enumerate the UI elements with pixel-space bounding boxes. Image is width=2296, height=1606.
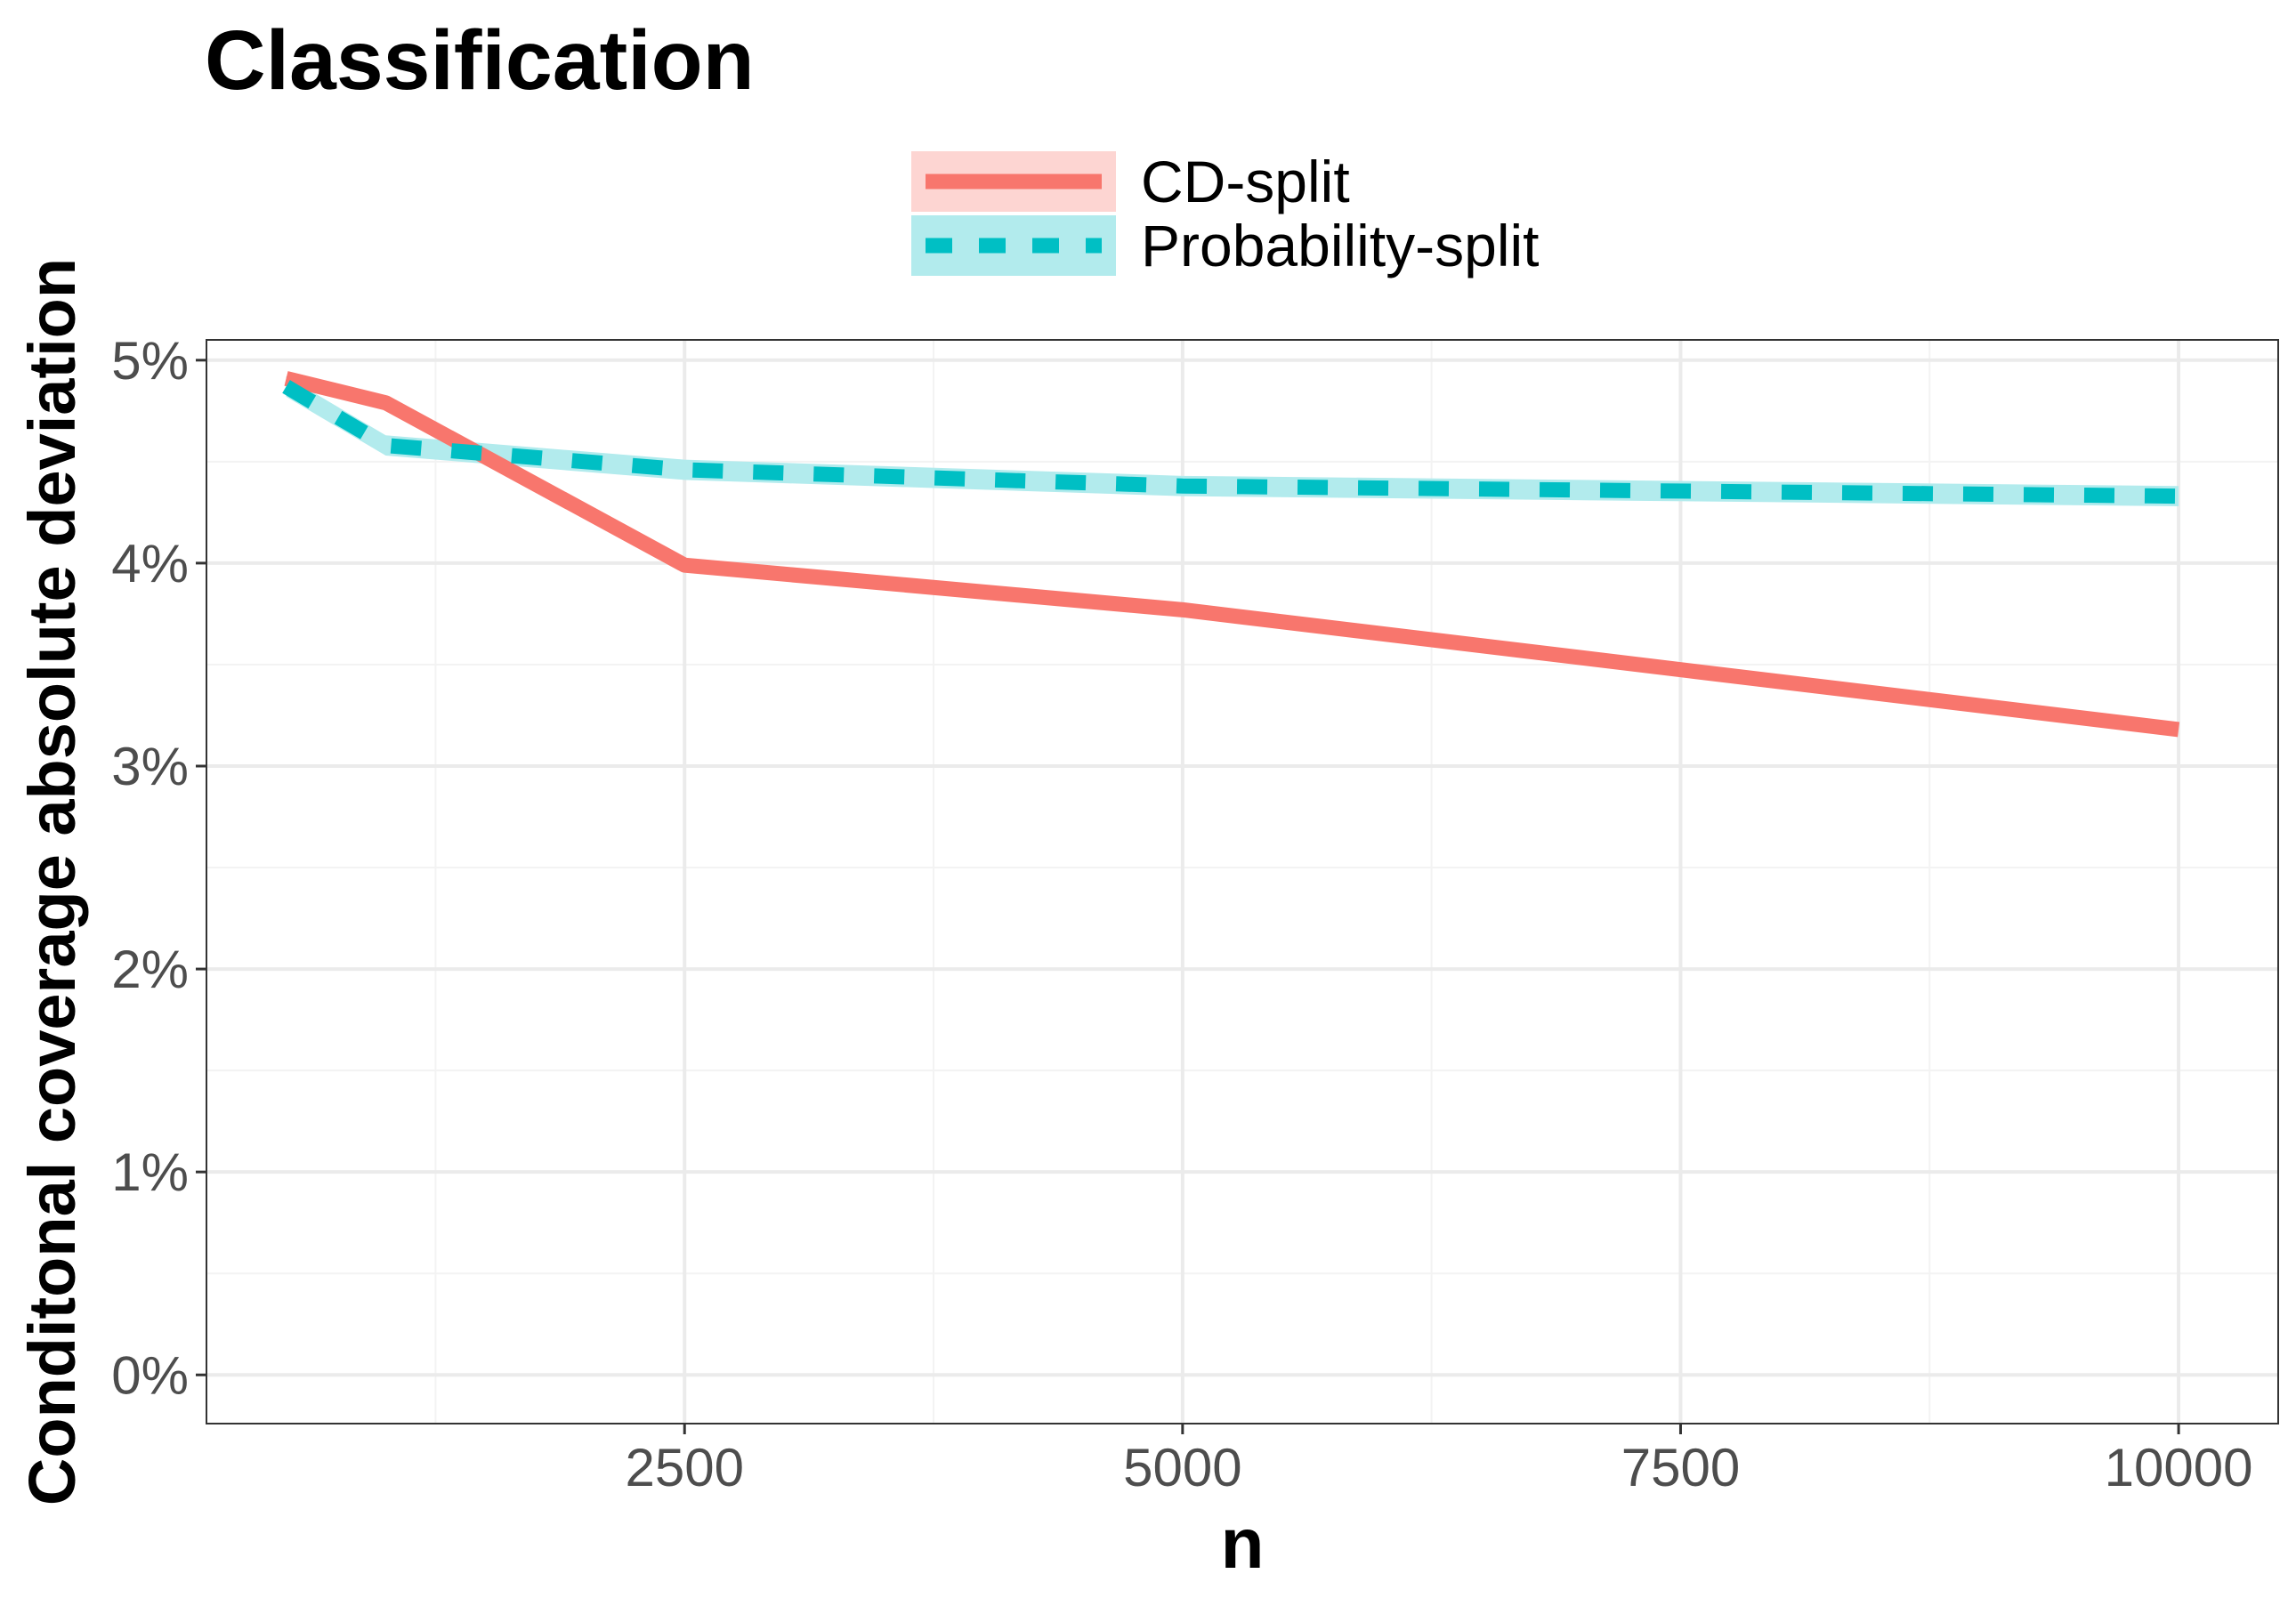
y-tick-label: 0% xyxy=(111,1345,189,1405)
x-tick-label: 10000 xyxy=(2105,1438,2253,1497)
chart-title: Classification xyxy=(205,13,755,108)
y-tick-label: 3% xyxy=(111,737,189,796)
axis-ticks xyxy=(196,359,2180,1434)
x-tick-label: 7500 xyxy=(1621,1438,1740,1497)
legend-label: CD-split xyxy=(1141,149,1350,214)
y-axis-title: Conditonal coverage absolute deviation xyxy=(15,258,89,1505)
y-tick-label: 1% xyxy=(111,1142,189,1202)
line-probability-split xyxy=(282,380,2179,504)
x-tick-label: 5000 xyxy=(1123,1438,1241,1497)
x-axis-title: n xyxy=(1221,1504,1265,1583)
grid-major xyxy=(206,340,2278,1424)
legend-label: Probability-split xyxy=(1141,213,1540,278)
tick-labels: 2500 5000 7500 10000 0% 1% 2% 3% 4% 5% xyxy=(111,331,2252,1497)
y-tick-label: 5% xyxy=(111,331,189,391)
x-tick-label: 2500 xyxy=(625,1438,743,1497)
legend-item-cd-split: CD-split xyxy=(911,149,1350,214)
legend-item-probability-split: Probability-split xyxy=(911,213,1540,278)
plot-background xyxy=(206,340,2278,1424)
plot-panel-border xyxy=(206,339,2279,1424)
line-cd-split xyxy=(284,371,2180,738)
series-lines xyxy=(282,371,2180,738)
y-tick-label: 2% xyxy=(111,940,189,999)
y-tick-label: 4% xyxy=(111,534,189,593)
